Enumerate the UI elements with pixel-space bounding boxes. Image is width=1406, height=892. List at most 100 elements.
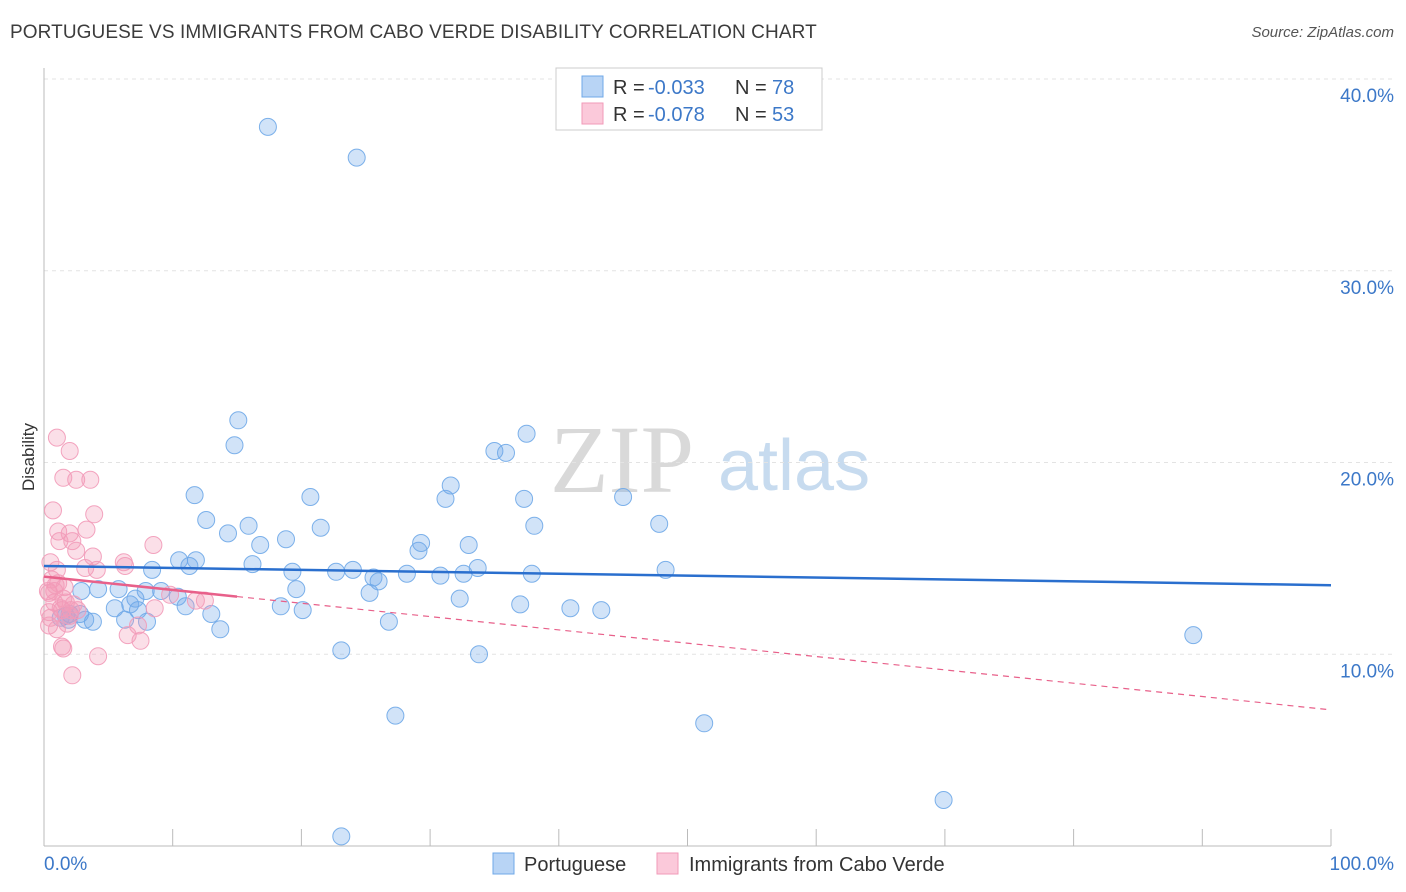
data-point-cabo-verde xyxy=(44,501,62,520)
x-tick-marks xyxy=(172,829,1332,846)
data-point-cabo-verde xyxy=(49,522,68,541)
source-credit: Source: ZipAtlas.com xyxy=(1251,24,1394,41)
data-point-portuguese xyxy=(283,562,302,581)
y-tick-label: 20.0% xyxy=(1340,470,1394,491)
data-point-portuguese xyxy=(239,516,258,535)
data-point-portuguese xyxy=(934,791,953,809)
legend-n-label-1: N = xyxy=(735,77,767,99)
data-point-cabo-verde xyxy=(131,631,150,650)
trend-line-portuguese xyxy=(43,564,1332,587)
series-legend: Portuguese Immigrants from Cabo Verde xyxy=(492,852,945,876)
data-point-portuguese xyxy=(1184,626,1203,645)
data-point-portuguese xyxy=(180,557,199,575)
data-point-portuguese xyxy=(468,559,487,577)
data-point-portuguese xyxy=(360,583,379,602)
data-point-portuguese xyxy=(470,645,488,664)
data-point-cabo-verde xyxy=(63,666,82,685)
data-point-portuguese xyxy=(441,476,460,495)
data-point-cabo-verde xyxy=(81,470,100,489)
data-point-portuguese xyxy=(105,599,124,618)
data-point-portuguese xyxy=(219,524,237,543)
data-point-portuguese xyxy=(695,714,714,733)
data-point-portuguese xyxy=(459,536,478,554)
data-point-portuguese xyxy=(386,706,405,725)
data-point-portuguese xyxy=(197,511,216,529)
data-point-portuguese xyxy=(143,560,162,579)
y-tick-label: 40.0% xyxy=(1340,86,1394,107)
data-point-portuguese xyxy=(327,562,346,581)
stats-legend: R = -0.033 N = 78 R = -0.078 N = 53 xyxy=(555,67,823,131)
data-point-portuguese xyxy=(379,612,398,631)
watermark: ZIP atlas xyxy=(550,406,870,513)
data-point-portuguese xyxy=(287,580,306,599)
data-point-cabo-verde xyxy=(67,541,86,560)
data-point-portuguese xyxy=(497,443,515,462)
data-point-portuguese xyxy=(258,117,277,136)
x-tick-label-max: 100.0% xyxy=(1330,854,1395,875)
data-point-portuguese xyxy=(277,530,295,549)
data-point-portuguese xyxy=(229,411,248,430)
data-point-cabo-verde xyxy=(50,532,69,551)
legend-n-value-2: 53 xyxy=(772,104,794,126)
data-point-portuguese xyxy=(517,424,536,443)
data-point-cabo-verde xyxy=(41,608,60,627)
bottom-legend-swatch-portuguese xyxy=(492,852,515,875)
legend-n-value-1: 78 xyxy=(772,77,794,99)
data-point-portuguese xyxy=(454,564,473,583)
data-point-portuguese xyxy=(515,489,534,508)
legend-r-label-1: R = xyxy=(613,77,645,99)
data-point-portuguese xyxy=(311,518,330,537)
data-point-portuguese xyxy=(412,534,431,552)
bottom-legend-swatch-cabo-verde xyxy=(656,852,679,875)
legend-r-value-1: -0.033 xyxy=(648,77,705,99)
data-point-portuguese xyxy=(431,566,450,585)
data-point-portuguese xyxy=(301,488,320,506)
data-point-portuguese xyxy=(332,827,351,846)
data-point-portuguese xyxy=(138,612,156,631)
data-point-portuguese xyxy=(176,597,195,616)
legend-swatch-cabo-verde xyxy=(581,102,604,125)
y-tick-label: 30.0% xyxy=(1340,278,1394,299)
data-point-portuguese xyxy=(72,582,91,600)
data-point-portuguese xyxy=(225,436,244,455)
data-point-cabo-verde xyxy=(77,520,96,539)
data-point-portuguese xyxy=(126,589,145,608)
data-point-portuguese xyxy=(450,589,469,608)
series-cabo-verde xyxy=(38,428,214,685)
data-point-portuguese xyxy=(211,620,230,639)
data-point-portuguese xyxy=(152,582,171,600)
watermark-zip: ZIP xyxy=(550,406,694,513)
data-point-portuguese xyxy=(592,601,611,620)
data-point-cabo-verde xyxy=(87,560,106,579)
y-tick-label: 10.0% xyxy=(1340,661,1394,682)
data-point-portuguese xyxy=(561,599,580,618)
data-point-portuguese xyxy=(332,641,351,660)
data-point-cabo-verde xyxy=(85,505,104,524)
data-point-portuguese xyxy=(185,486,204,505)
data-point-cabo-verde xyxy=(47,428,66,447)
series-layer xyxy=(38,117,1332,846)
data-point-cabo-verde xyxy=(58,614,77,633)
data-point-portuguese xyxy=(614,488,633,506)
data-point-portuguese xyxy=(251,536,270,554)
trend-line-cabo-verde xyxy=(43,575,238,598)
data-point-cabo-verde xyxy=(54,639,73,658)
data-point-portuguese xyxy=(485,442,504,460)
data-point-portuguese xyxy=(525,516,544,535)
y-axis-label: Disability xyxy=(19,422,38,491)
legend-n-label-2: N = xyxy=(735,104,767,126)
y-tick-labels: 10.0% 20.0% 30.0% 40.0% xyxy=(1340,86,1394,682)
chart-title: PORTUGUESE VS IMMIGRANTS FROM CABO VERDE… xyxy=(10,22,817,43)
data-point-portuguese xyxy=(347,148,366,167)
data-point-cabo-verde xyxy=(145,599,164,618)
data-point-cabo-verde xyxy=(89,647,108,666)
data-point-cabo-verde xyxy=(47,620,66,639)
data-point-portuguese xyxy=(168,587,187,606)
data-point-cabo-verde xyxy=(60,442,79,460)
data-point-portuguese xyxy=(650,514,669,533)
data-point-cabo-verde xyxy=(63,532,82,551)
bottom-legend-label-portuguese: Portuguese xyxy=(524,854,626,876)
data-point-portuguese xyxy=(511,595,530,614)
legend-r-value-2: -0.078 xyxy=(648,104,705,126)
